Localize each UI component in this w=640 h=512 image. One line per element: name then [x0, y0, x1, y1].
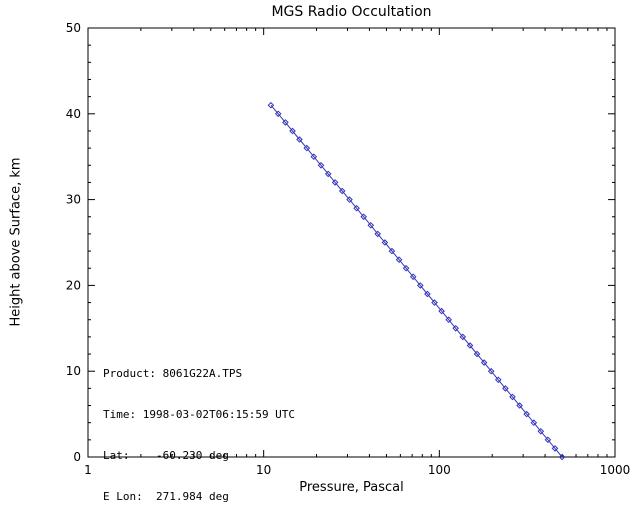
- data-marker: [381, 239, 389, 246]
- data-marker: [416, 282, 424, 289]
- x-axis-label: Pressure, Pascal: [299, 480, 404, 495]
- data-marker: [459, 333, 467, 341]
- data-marker: [516, 402, 523, 409]
- y-tick-label: 30: [66, 193, 81, 207]
- data-marker: [324, 170, 332, 178]
- x-tick-label: 10: [256, 463, 271, 477]
- y-axis-label: Height above Surface, km: [8, 157, 24, 327]
- data-marker: [537, 427, 545, 435]
- data-marker: [360, 213, 368, 221]
- data-marker: [310, 153, 318, 161]
- data-marker: [509, 393, 516, 401]
- data-marker: [544, 436, 552, 444]
- data-marker: [558, 453, 566, 461]
- data-marker: [402, 264, 410, 272]
- chart-title: MGS Radio Occultation: [271, 4, 432, 20]
- data-marker: [303, 144, 311, 152]
- data-marker: [367, 221, 375, 229]
- data-marker: [346, 196, 353, 203]
- y-tick-label: 0: [73, 450, 81, 464]
- data-marker: [274, 110, 282, 118]
- data-marker: [395, 256, 403, 264]
- data-marker: [438, 307, 445, 315]
- data-marker: [473, 350, 481, 358]
- data-marker: [480, 359, 488, 366]
- y-tick-label: 20: [66, 278, 81, 292]
- annotation-line-lat: Lat: -60.230 deg: [103, 448, 229, 462]
- data-marker: [502, 385, 509, 392]
- data-marker: [338, 187, 346, 195]
- y-tick-label: 40: [66, 107, 81, 121]
- data-marker: [424, 290, 431, 298]
- data-marker: [409, 273, 417, 281]
- x-tick-label: 1: [84, 463, 92, 477]
- data-marker: [374, 230, 382, 238]
- data-marker: [487, 367, 495, 375]
- data-marker: [431, 299, 438, 306]
- data-marker: [388, 247, 396, 255]
- data-marker: [296, 136, 303, 143]
- data-marker: [530, 419, 538, 427]
- plot-frame: [87, 27, 616, 458]
- annotation-block: Product: 8061G22A.TPS Time: 1998-03-02T0…: [103, 340, 295, 512]
- annotation-line-product: Product: 8061G22A.TPS: [103, 367, 243, 381]
- x-tick-label: 1000: [600, 463, 631, 477]
- data-marker: [282, 119, 289, 126]
- data-marker: [452, 324, 460, 332]
- data-marker: [353, 204, 360, 212]
- data-marker: [267, 101, 275, 109]
- data-marker: [317, 161, 325, 169]
- data-marker: [466, 342, 474, 349]
- data-marker: [445, 316, 453, 324]
- data-marker: [551, 445, 559, 452]
- data-marker: [289, 127, 296, 135]
- y-tick-label: 10: [66, 364, 81, 378]
- annotation-line-time: Time: 1998-03-02T06:15:59 UTC: [103, 407, 296, 421]
- data-marker: [331, 179, 339, 186]
- x-tick-label: 100: [428, 463, 451, 477]
- annotation-line-elon: E Lon: 271.984 deg: [103, 489, 229, 503]
- y-tick-label: 50: [66, 21, 81, 35]
- data-marker: [494, 376, 502, 384]
- data-marker: [523, 410, 531, 418]
